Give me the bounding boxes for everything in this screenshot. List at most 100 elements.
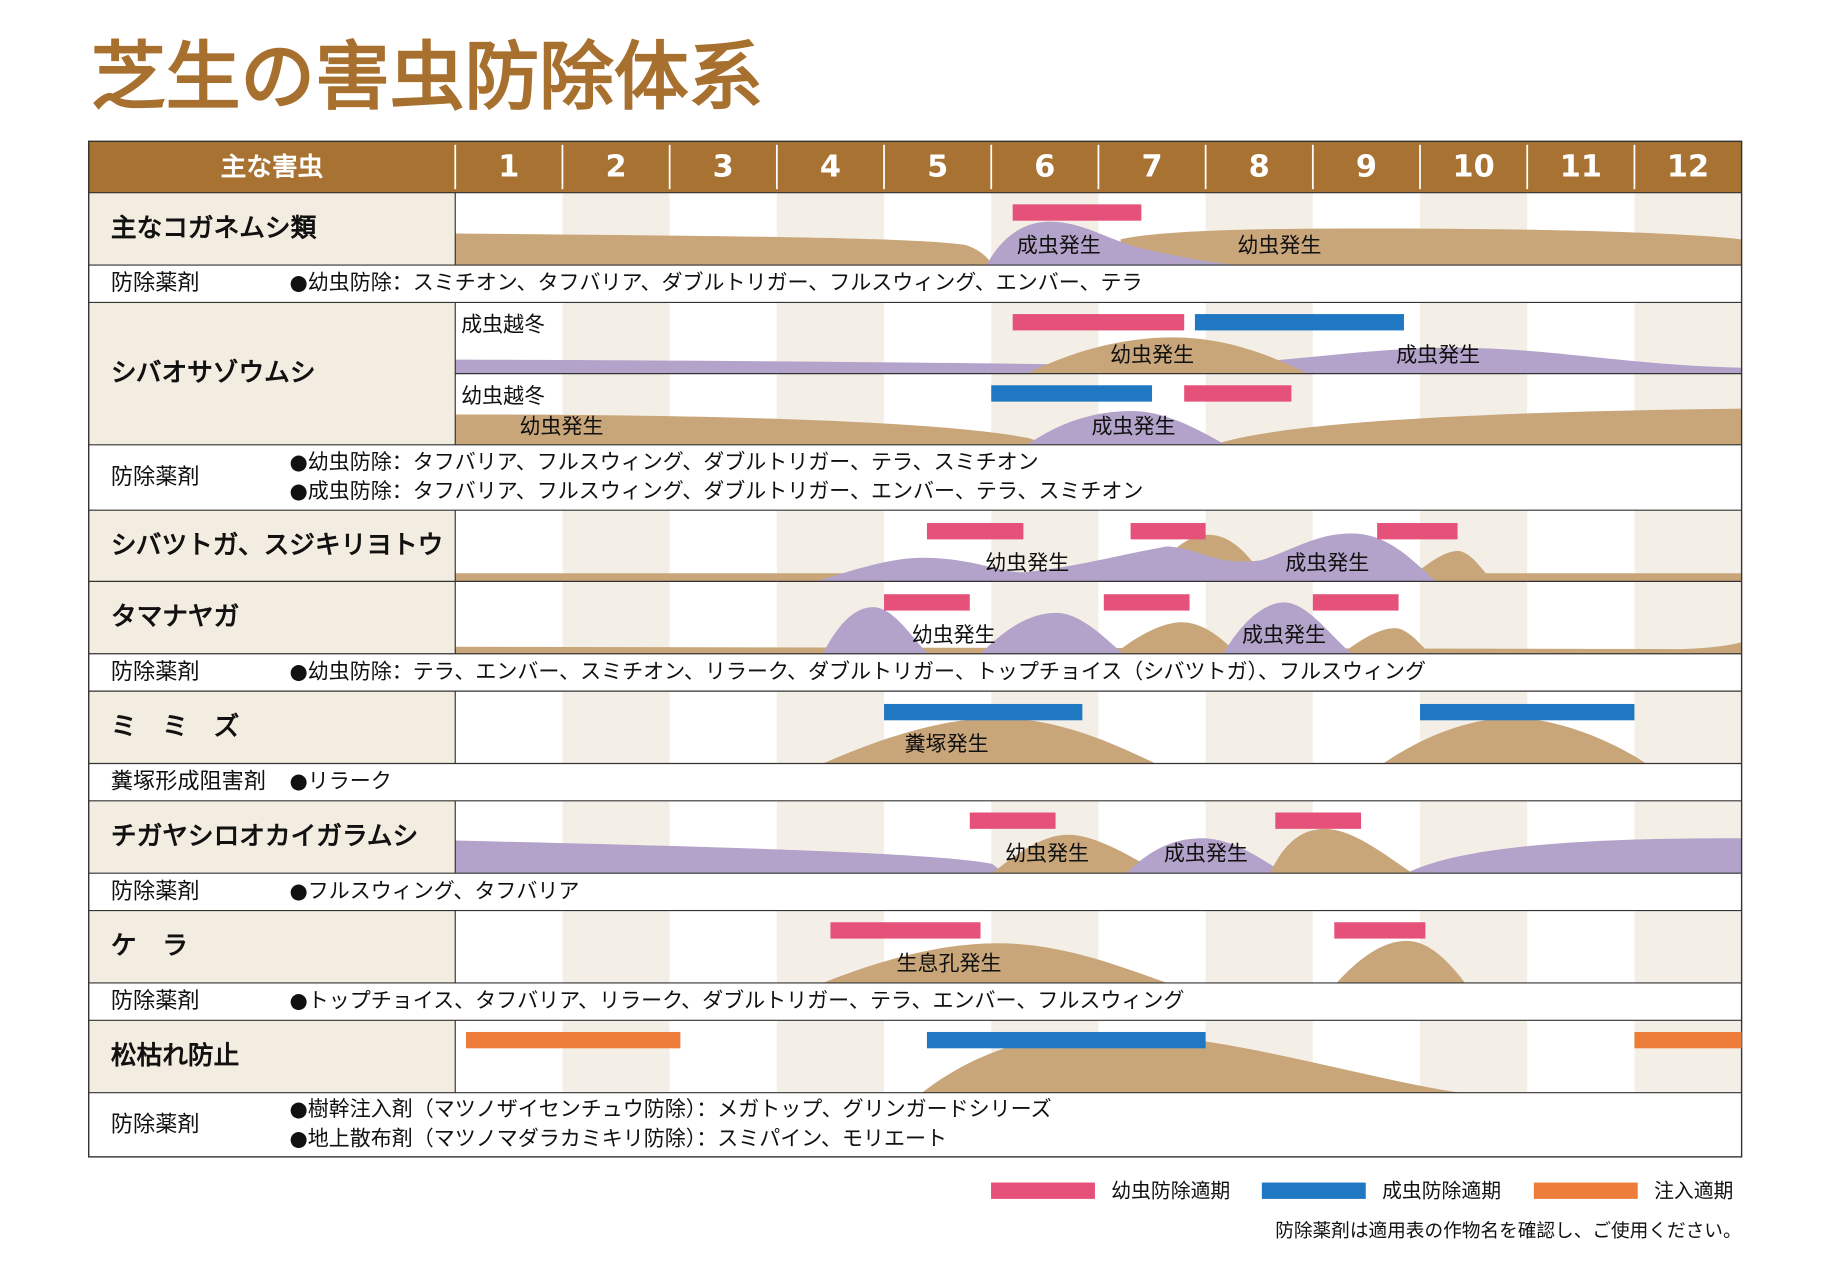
- curve-label: 幼虫発生: [985, 550, 1069, 575]
- pest-cell: [88, 691, 456, 764]
- month-label: 10: [1453, 150, 1495, 185]
- period-bar: [1130, 523, 1206, 540]
- legend-label: 注入適期: [1654, 1179, 1733, 1202]
- drug-line: ●幼虫防除：タフバリア、フルスウィング、ダブルトリガー、テラ、スミチオン: [289, 449, 1038, 474]
- period-bar: [1103, 594, 1190, 611]
- pest-cell: [88, 510, 456, 582]
- period-bar: [1312, 594, 1399, 611]
- curve-label: 幼虫越冬: [461, 383, 545, 408]
- curve-label: 生息孔発生: [897, 950, 1002, 975]
- month-label: 1: [498, 150, 519, 185]
- drug-line: ●フルスウィング、タフバリア: [289, 878, 579, 903]
- month-stripe: [562, 510, 670, 582]
- month-label: 5: [927, 150, 948, 185]
- legend-swatch: [1533, 1182, 1638, 1199]
- curve-label: 幼虫発生: [912, 622, 996, 647]
- curve-label: 成虫発生: [1091, 413, 1175, 438]
- month-stripe: [1420, 1020, 1528, 1093]
- curve-label: 成虫越冬: [461, 312, 545, 337]
- month-label: 2: [605, 150, 626, 185]
- month-stripe: [776, 1020, 885, 1093]
- month-stripe: [562, 910, 670, 983]
- period-bar: [1194, 314, 1404, 331]
- period-bar: [1275, 812, 1362, 829]
- table-border: [88, 140, 1743, 1158]
- drug-line: ●幼虫防除：テラ、エンバー、スミチオン、リラーク、ダブルトリガー、トップチョイス…: [289, 658, 1426, 683]
- month-stripe: [562, 1020, 670, 1093]
- period-bar: [969, 812, 1056, 829]
- period-bar: [465, 1031, 681, 1049]
- drug-line: ●樹幹注入剤（マツノザイセンチュウ防除）：メガトップ、グリンガードシリーズ: [289, 1096, 1051, 1121]
- pest-cell: [88, 1020, 456, 1093]
- pest-name: チガヤシロオカイガラムシ: [111, 822, 418, 852]
- month-label: 7: [1141, 150, 1162, 185]
- curve-label: 成虫発生: [1396, 342, 1480, 367]
- title: 芝生の害虫防除体系: [91, 33, 763, 120]
- pest-cell: [88, 302, 456, 445]
- month-stripe: [1205, 691, 1313, 764]
- period-bar: [926, 523, 1024, 540]
- curve-label: 成虫発生: [1285, 550, 1369, 575]
- legend-swatch: [991, 1182, 1095, 1199]
- period-bar: [1184, 385, 1292, 402]
- period-bar: [1377, 523, 1458, 540]
- period-bar: [884, 703, 1083, 721]
- pest-name: シバオサゾウムシ: [111, 358, 316, 388]
- legend-label: 幼虫防除適期: [1111, 1179, 1230, 1202]
- period-bar: [884, 594, 970, 611]
- drug-label: 防除薬剤: [111, 878, 200, 904]
- note: 防除薬剤は適用表の作物名を確認し、ご使用ください。: [1275, 1221, 1741, 1242]
- month-stripe: [1634, 1020, 1742, 1093]
- month-stripe: [1634, 910, 1742, 983]
- drug-label: 防除薬剤: [111, 464, 200, 490]
- drug-label: 防除薬剤: [111, 659, 200, 685]
- month-label: 8: [1249, 150, 1270, 185]
- header-bg: [88, 141, 1742, 193]
- period-bar: [926, 1031, 1206, 1049]
- drug-line: ●リラーク: [289, 768, 391, 793]
- month-label: 9: [1356, 150, 1377, 185]
- curve-label: 幼虫発生: [1110, 342, 1194, 367]
- month-stripe: [1634, 510, 1742, 582]
- pest-name: 松枯れ防止: [111, 1041, 239, 1071]
- pest-cell: [88, 192, 456, 266]
- pest-cell: [88, 581, 456, 654]
- drug-label: 防除薬剤: [111, 1111, 200, 1137]
- curve-label: 幼虫発生: [519, 413, 603, 438]
- drug-label: 防除薬剤: [111, 270, 200, 296]
- period-bar: [1634, 1031, 1742, 1049]
- period-bar: [991, 385, 1153, 402]
- period-bar: [1012, 314, 1185, 331]
- pest-name: ミ ミ ズ: [111, 711, 240, 742]
- pest-cell: [88, 800, 456, 874]
- period-bar: [830, 922, 981, 939]
- curve-label: 成虫発生: [1017, 232, 1101, 257]
- header-pest: 主な害虫: [221, 152, 324, 183]
- month-stripe: [1634, 691, 1742, 764]
- period-bar: [1420, 703, 1635, 721]
- month-stripe: [562, 581, 670, 654]
- month-label: 3: [713, 150, 734, 185]
- legend-label: 成虫防除適期: [1382, 1179, 1501, 1202]
- month-stripe: [562, 691, 670, 764]
- drug-line: ●トップチョイス、タフバリア、リラーク、ダブルトリガー、テラ、エンバー、フルスウ…: [289, 988, 1184, 1013]
- drug-label: 糞塚形成阻害剤: [111, 769, 266, 795]
- pest-cell: [88, 910, 456, 983]
- pest-name: 主なコガネムシ類: [111, 213, 317, 243]
- curve-label: 幼虫発生: [1237, 232, 1321, 257]
- period-bar: [1012, 204, 1142, 221]
- pest-name: シバツトガ、スジキリヨトウ: [111, 530, 443, 560]
- drug-line: ●成虫防除：タフバリア、フルスウィング、ダブルトリガー、エンバー、テラ、スミチオ…: [289, 478, 1143, 503]
- curve-label: 糞塚発生: [905, 731, 989, 756]
- curve-label: 成虫発生: [1242, 622, 1326, 647]
- pest-name: タマナヤガ: [111, 602, 239, 632]
- curve-label: 幼虫発生: [1005, 841, 1089, 866]
- drug-label: 防除薬剤: [111, 988, 200, 1014]
- month-label: 6: [1034, 150, 1055, 185]
- month-stripe: [1634, 581, 1742, 654]
- period-bar: [1334, 922, 1426, 939]
- month-label: 11: [1560, 150, 1602, 185]
- month-label: 12: [1667, 150, 1709, 185]
